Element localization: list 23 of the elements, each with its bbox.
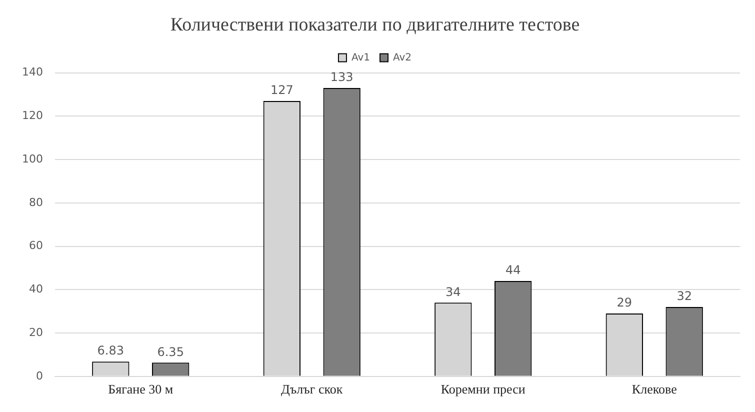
data-label: 6.35 (157, 344, 184, 359)
chart-title: Количествени показатели по двигателните тестове (170, 14, 580, 36)
x-tick-label: Коремни преси (440, 382, 526, 397)
y-tick-label: 0 (36, 369, 43, 382)
y-tick-label: 100 (22, 152, 43, 166)
legend-label: Av1 (351, 52, 370, 64)
x-tick-label: Клекове (632, 382, 678, 397)
data-label: 32 (676, 289, 692, 304)
y-tick-label: 20 (28, 326, 43, 339)
legend-label: Av2 (393, 52, 412, 64)
y-tick-label: 60 (28, 239, 43, 252)
data-label: 44 (505, 263, 521, 278)
data-label: 29 (616, 296, 632, 310)
y-tick-label: 40 (28, 282, 43, 296)
data-label: 127 (270, 83, 294, 98)
y-tick-label: 120 (22, 109, 43, 122)
data-label: 133 (330, 70, 354, 84)
y-tick-label: 80 (28, 196, 43, 209)
x-tick-label: Бягане 30 м (108, 382, 174, 397)
data-label: 34 (446, 284, 461, 299)
y-tick-label: 140 (22, 66, 43, 79)
x-tick-label: Дълъг скок (281, 382, 344, 397)
data-label: 6.83 (97, 344, 124, 358)
